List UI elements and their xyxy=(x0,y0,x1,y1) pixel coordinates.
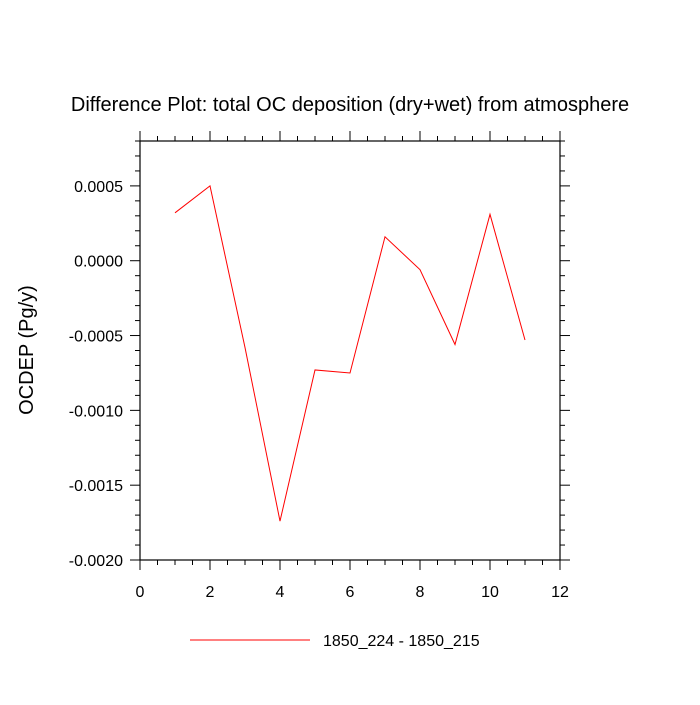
y-axis: -0.0020 -0.0015 -0.0010 -0.0005 0.0000 0.0005 xyxy=(69,140,570,570)
y-tick-label: -0.0010 xyxy=(69,403,123,420)
y-tick-label: -0.0020 xyxy=(69,553,123,570)
x-tick-label: 0 xyxy=(136,584,145,601)
legend-label: 1850_224 - 1850_215 xyxy=(323,633,480,650)
x-tick-label: 4 xyxy=(276,584,285,601)
x-tick-label: 2 xyxy=(206,584,215,601)
plot-frame-border xyxy=(139,140,561,561)
x-axis: 0 2 4 6 8 10 12 xyxy=(136,131,569,601)
y-tick-label: -0.0005 xyxy=(69,329,123,346)
chart-title: Difference Plot: total OC deposition (dr… xyxy=(71,94,629,116)
y-tick-label: 0.0005 xyxy=(74,179,123,196)
x-tick-label: 10 xyxy=(481,584,499,601)
y-tick-label: -0.0015 xyxy=(69,478,123,495)
y-axis-label: OCDEP (Pg/y) xyxy=(16,285,38,415)
series-layer xyxy=(174,185,526,522)
x-tick-label: 12 xyxy=(551,584,569,601)
legend: 1850_224 - 1850_215 xyxy=(190,633,480,650)
y-tick-label: 0.0000 xyxy=(74,254,123,271)
plot-frame xyxy=(139,140,561,561)
x-tick-label: 6 xyxy=(346,584,355,601)
series-line xyxy=(174,185,526,522)
x-tick-label: 8 xyxy=(416,584,425,601)
